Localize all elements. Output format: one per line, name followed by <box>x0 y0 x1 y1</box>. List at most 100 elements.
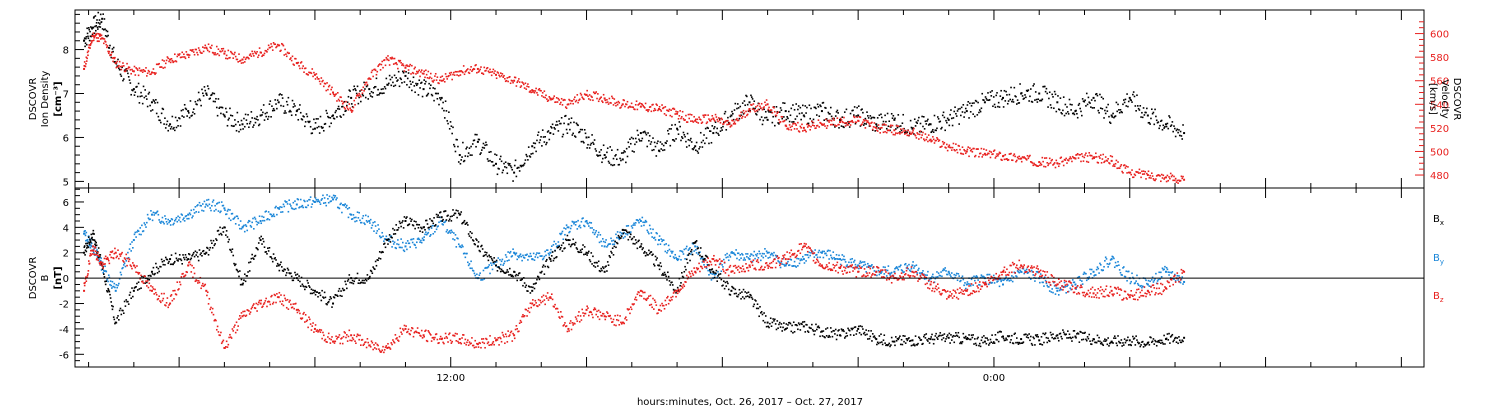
data-point-fill <box>479 250 481 253</box>
data-point-fill <box>230 124 233 127</box>
data-point-fill <box>347 109 350 111</box>
data-point-fill <box>270 116 272 118</box>
data-point-fill <box>881 116 883 119</box>
data-point-fill <box>415 84 418 87</box>
data-point-fill <box>992 274 995 277</box>
data-point-fill <box>797 105 800 107</box>
data-point-fill <box>1004 100 1007 102</box>
data-point-fill <box>566 132 569 135</box>
data-point-fill <box>577 250 579 253</box>
data-point-fill <box>83 39 86 41</box>
data-point-fill <box>956 151 959 154</box>
data-point-fill <box>570 100 573 102</box>
data-point-fill <box>469 267 472 270</box>
data-point-fill <box>718 117 720 119</box>
data-point-fill <box>465 147 467 150</box>
data-point-fill <box>627 106 630 109</box>
data-point-fill <box>695 118 697 121</box>
data-point-fill <box>943 269 946 271</box>
data-point-fill <box>294 274 297 276</box>
data-point-fill <box>764 101 766 104</box>
data-point-fill <box>319 115 322 118</box>
data-point-fill <box>1000 280 1002 283</box>
data-point-fill <box>118 68 121 71</box>
data-point-fill <box>962 278 965 281</box>
data-point-fill <box>1065 112 1067 115</box>
data-point-fill <box>1137 284 1140 286</box>
data-point-fill <box>248 126 250 129</box>
data-point-fill <box>483 254 486 257</box>
data-point-fill <box>662 149 664 152</box>
data-point-fill <box>199 204 202 207</box>
data-point-fill <box>343 106 346 109</box>
data-point-fill <box>1090 99 1093 101</box>
data-point-fill <box>249 120 252 123</box>
data-point-fill <box>632 106 635 109</box>
data-point-fill <box>93 248 95 250</box>
data-point-fill <box>87 240 89 243</box>
data-point-fill <box>117 58 119 61</box>
data-point-fill <box>454 234 457 236</box>
data-point-fill <box>314 122 317 124</box>
data-point-fill <box>659 141 662 143</box>
bottom-panel-points <box>83 194 1186 354</box>
data-point-fill <box>1057 165 1060 168</box>
data-point-fill <box>424 233 426 236</box>
data-point-fill <box>369 269 372 272</box>
data-point-fill <box>1154 278 1156 280</box>
data-point-fill <box>481 146 484 149</box>
data-point-fill <box>761 108 764 111</box>
data-point-fill <box>329 117 332 119</box>
data-point-fill <box>727 123 730 126</box>
data-point-fill <box>1161 128 1164 131</box>
data-point-fill <box>498 168 500 170</box>
data-point-fill <box>545 254 547 257</box>
data-point-fill <box>337 206 340 209</box>
data-point-fill <box>943 141 946 144</box>
data-point-fill <box>378 63 381 65</box>
data-point-fill <box>391 236 393 239</box>
data-point-fill <box>133 233 136 236</box>
data-point-fill <box>810 252 812 254</box>
data-point-fill <box>683 119 686 122</box>
data-point-fill <box>140 287 142 289</box>
data-point-fill <box>982 154 984 156</box>
data-point-fill <box>850 261 853 264</box>
data-point-fill <box>646 229 649 232</box>
data-point-fill <box>281 97 284 99</box>
data-point-fill <box>301 118 304 121</box>
data-point-fill <box>395 224 398 226</box>
data-point-fill <box>416 223 419 226</box>
data-point-fill <box>402 227 405 229</box>
data-point-fill <box>648 232 650 235</box>
data-point-fill <box>507 271 509 273</box>
data-point-fill <box>370 227 373 229</box>
data-point-fill <box>285 272 288 274</box>
data-point-fill <box>311 292 314 295</box>
data-point-fill <box>109 280 112 282</box>
data-point-fill <box>429 218 431 220</box>
data-point-fill <box>247 113 249 116</box>
data-point-fill <box>459 245 462 248</box>
data-point-fill <box>511 80 514 82</box>
data-point-fill <box>871 121 873 124</box>
data-point-fill <box>825 252 827 255</box>
data-point-fill <box>1170 175 1173 178</box>
data-point <box>603 154 606 157</box>
data-point-fill <box>994 106 997 109</box>
right-tick-label: 500 <box>1430 147 1449 158</box>
data-point-fill <box>853 116 856 119</box>
data-point-fill <box>1053 285 1056 287</box>
data-point-fill <box>1134 174 1137 177</box>
data-point-fill <box>136 85 138 88</box>
data-point-fill <box>349 90 351 92</box>
data-point-fill <box>85 37 87 40</box>
data-point-fill <box>270 43 272 45</box>
data-point-fill <box>382 66 384 69</box>
data-point-fill <box>358 211 360 214</box>
data-point-fill <box>128 294 131 296</box>
data-point-fill <box>648 108 650 111</box>
data-point-fill <box>861 108 863 110</box>
data-point-fill <box>268 218 271 221</box>
data-point <box>187 53 190 56</box>
